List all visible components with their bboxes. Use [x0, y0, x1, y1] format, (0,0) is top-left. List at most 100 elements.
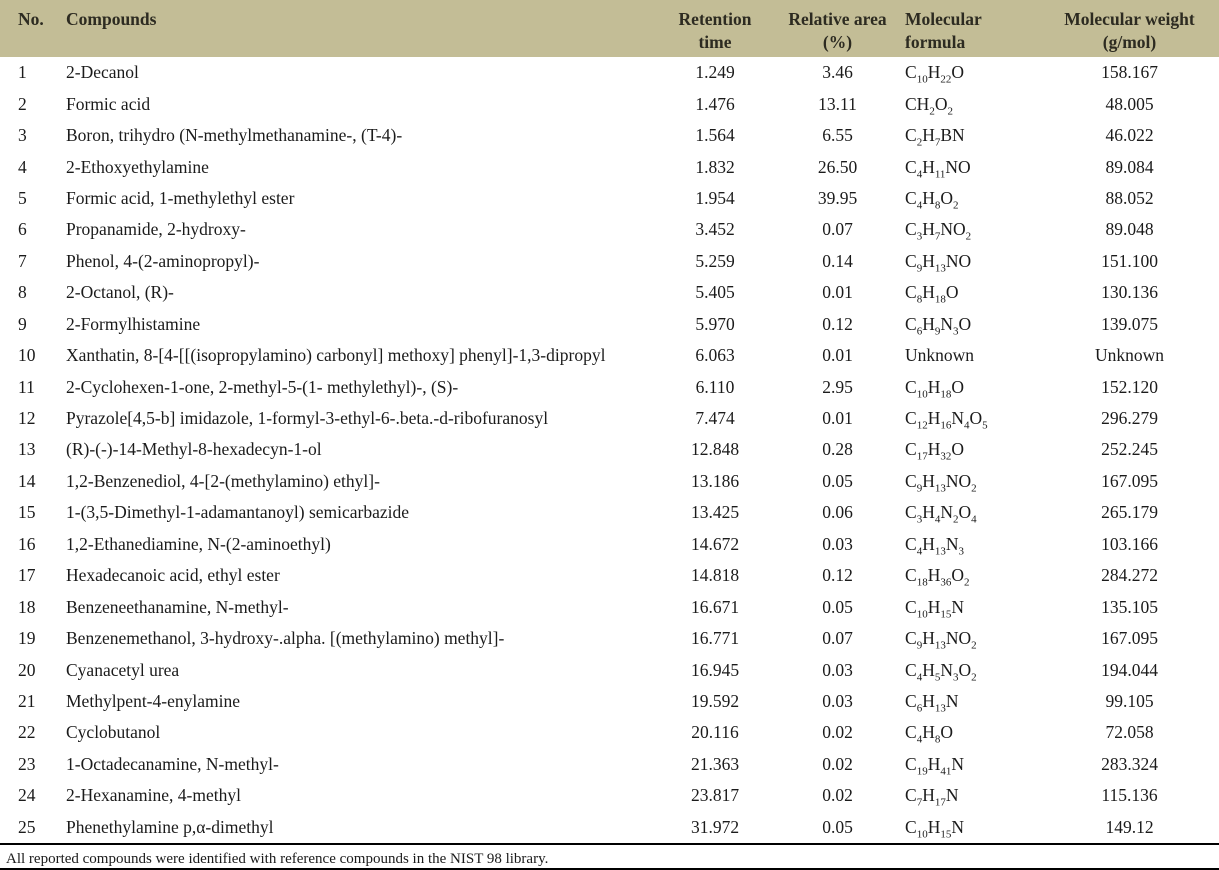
column-header-retention-time: Retention time — [678, 9, 752, 53]
compounds-table: No. Compounds Retention time Relative area (%… — [0, 0, 1219, 843]
table-row: 22 Cyclobutanol 20.116 0.02 C4H8O 72.058 — [0, 717, 1219, 748]
cell-retention-time: 5.259 — [695, 250, 735, 271]
cell-retention-time: 13.425 — [690, 502, 740, 523]
cell-compound: Hexadecanoic acid, ethyl ester — [66, 565, 280, 586]
cell-no: 3 — [18, 125, 27, 146]
column-header-compound: Compounds — [66, 9, 157, 29]
cell-relative-area: 0.12 — [822, 313, 853, 334]
cell-molecular-formula: C10H15N — [905, 596, 964, 621]
column-header-molecular-weight: Molecular weight (g/mol) — [1064, 9, 1195, 53]
cell-molecular-formula: C4H13N3 — [905, 533, 964, 558]
cell-molecular-weight: 139.075 — [1101, 313, 1158, 334]
cell-no: 10 — [18, 345, 36, 366]
table-row: 12 Pyrazole[4,5-b] imidazole, 1-formyl-3-… — [0, 403, 1219, 434]
cell-molecular-formula: C9H13NO — [905, 250, 972, 275]
table-bottom-rule — [0, 842, 1219, 845]
cell-molecular-formula: C17H32O — [905, 439, 964, 463]
table-row: 10 Xanthatin, 8-[4-[[(isopropylamino) car… — [0, 340, 1219, 371]
cell-molecular-formula: C18H36O2 — [905, 565, 970, 589]
cell-no: 8 — [18, 282, 27, 303]
cell-relative-area: 0.12 — [822, 565, 853, 586]
cell-molecular-weight: 283.324 — [1101, 753, 1158, 774]
cell-no: 19 — [18, 628, 36, 649]
cell-relative-area: 3.46 — [822, 62, 853, 83]
cell-molecular-weight: 158.167 — [1101, 62, 1158, 83]
cell-molecular-weight: 135.105 — [1101, 596, 1158, 617]
cell-retention-time: 1.476 — [695, 93, 735, 114]
table-row: 5 Formic acid, 1-methylethyl ester 1.954 39… — [0, 183, 1219, 214]
cell-no: 7 — [18, 250, 27, 271]
table-row: 21 Methylpent-4-enylamine 19.592 0.03 C6H13N… — [0, 686, 1219, 717]
column-header-molecular-formula: Molecular formula — [905, 9, 982, 53]
cell-relative-area: 0.01 — [822, 408, 853, 429]
cell-compound: 2-Octanol, (R)- — [66, 282, 174, 303]
cell-molecular-weight: 89.084 — [1105, 156, 1154, 177]
table-row: 24 2-Hexanamine, 4-methyl 23.817 0.02 C7H17N… — [0, 780, 1219, 811]
cell-compound: 2-Ethoxyethylamine — [66, 156, 209, 177]
cell-molecular-weight: 48.005 — [1105, 93, 1154, 114]
cell-compound: Phenethylamine p,α-dimethyl — [66, 816, 274, 837]
cell-relative-area: 0.07 — [822, 219, 853, 240]
table-row: 4 2-Ethoxyethylamine 1.832 26.50 C4H11NO 89.0… — [0, 151, 1219, 182]
cell-molecular-formula: C2H7BN — [905, 125, 965, 149]
cell-compound: 1-Octadecanamine, N-methyl- — [66, 753, 279, 774]
cell-no: 17 — [18, 565, 36, 586]
cell-relative-area: 0.05 — [822, 816, 853, 837]
cell-molecular-formula: C6H9N3O — [905, 313, 972, 338]
cell-retention-time: 14.672 — [690, 533, 740, 554]
table-row: 15 1-(3,5-Dimethyl-1-adamantanoyl) semica… — [0, 497, 1219, 528]
cell-retention-time: 14.818 — [690, 565, 740, 586]
cell-retention-time: 1.832 — [695, 156, 735, 177]
cell-molecular-weight: 103.166 — [1101, 533, 1158, 554]
cell-retention-time: 12.848 — [690, 439, 740, 460]
cell-molecular-formula: C9H13NO2 — [905, 628, 977, 652]
table-row: 1 2-Decanol 1.249 3.46 C10H22O 158.167 — [0, 57, 1219, 88]
cell-compound: Formic acid, 1-methylethyl ester — [66, 187, 295, 208]
cell-relative-area: 0.28 — [822, 439, 853, 460]
cell-no: 22 — [18, 722, 36, 743]
cell-compound: Benzeneethanamine, N-methyl- — [66, 596, 289, 617]
cell-molecular-formula: C4H8O2 — [905, 187, 959, 212]
cell-molecular-weight: 89.048 — [1105, 219, 1154, 240]
page-bottom-rule — [0, 868, 1219, 870]
cell-molecular-formula: C4H5N3O2 — [905, 659, 977, 684]
cell-molecular-weight: 167.095 — [1101, 470, 1158, 491]
cell-molecular-formula: C12H16N4O5 — [905, 408, 988, 432]
cell-no: 9 — [18, 313, 27, 334]
cell-molecular-weight: 115.136 — [1101, 785, 1158, 806]
header-row: No. Compounds Retention time Relative area (%… — [0, 0, 1219, 57]
cell-compound: Phenol, 4-(2-aminopropyl)- — [66, 250, 260, 271]
cell-relative-area: 26.50 — [817, 156, 858, 177]
cell-molecular-formula: C9H13NO2 — [905, 470, 977, 495]
cell-molecular-weight: 149.12 — [1105, 816, 1154, 837]
cell-relative-area: 0.02 — [822, 753, 853, 774]
cell-molecular-weight: 167.095 — [1101, 628, 1158, 649]
cell-molecular-weight: 194.044 — [1101, 659, 1158, 680]
cell-molecular-formula: C10H18O — [905, 376, 964, 401]
cell-retention-time: 31.972 — [690, 816, 740, 837]
cell-molecular-formula: C4H8O — [905, 722, 953, 746]
cell-retention-time: 13.186 — [690, 470, 740, 491]
cell-molecular-weight: 46.022 — [1105, 125, 1154, 146]
cell-molecular-weight: 152.120 — [1101, 376, 1158, 397]
cell-no: 1 — [18, 62, 27, 83]
table-row: 23 1-Octadecanamine, N-methyl- 21.363 0.02 C… — [0, 749, 1219, 780]
cell-no: 14 — [18, 470, 36, 491]
table-row: 17 Hexadecanoic acid, ethyl ester 14.818 0.… — [0, 560, 1219, 591]
cell-no: 12 — [18, 408, 36, 429]
cell-compound: 1-(3,5-Dimethyl-1-adamantanoyl) semicarb… — [66, 502, 410, 523]
table-row: 8 2-Octanol, (R)- 5.405 0.01 C8H18O 130.136 — [0, 277, 1219, 308]
cell-retention-time: 21.363 — [690, 753, 740, 774]
cell-retention-time: 23.817 — [690, 785, 740, 806]
cell-compound: 2-Cyclohexen-1-one, 2-methyl-5-(1- methy… — [66, 376, 459, 397]
cell-retention-time: 1.249 — [695, 62, 735, 83]
table-row: 25 Phenethylamine p,α-dimethyl 31.972 0.05 C… — [0, 812, 1219, 843]
cell-molecular-formula: CH2O2 — [905, 93, 953, 118]
column-header-relative-area: Relative area (%) — [788, 9, 887, 53]
cell-relative-area: 0.06 — [822, 502, 853, 523]
cell-compound: Pyrazole[4,5-b] imidazole, 1-formyl-3-et… — [66, 408, 549, 429]
table-row: 3 Boron, trihydro (N-methylmethanamine-, … — [0, 120, 1219, 151]
cell-no: 25 — [18, 816, 36, 837]
cell-compound: Xanthatin, 8-[4-[[(isopropylamino) carbo… — [66, 345, 606, 366]
table-row: 20 Cyanacetyl urea 16.945 0.03 C4H5N3O2 194.0… — [0, 654, 1219, 685]
